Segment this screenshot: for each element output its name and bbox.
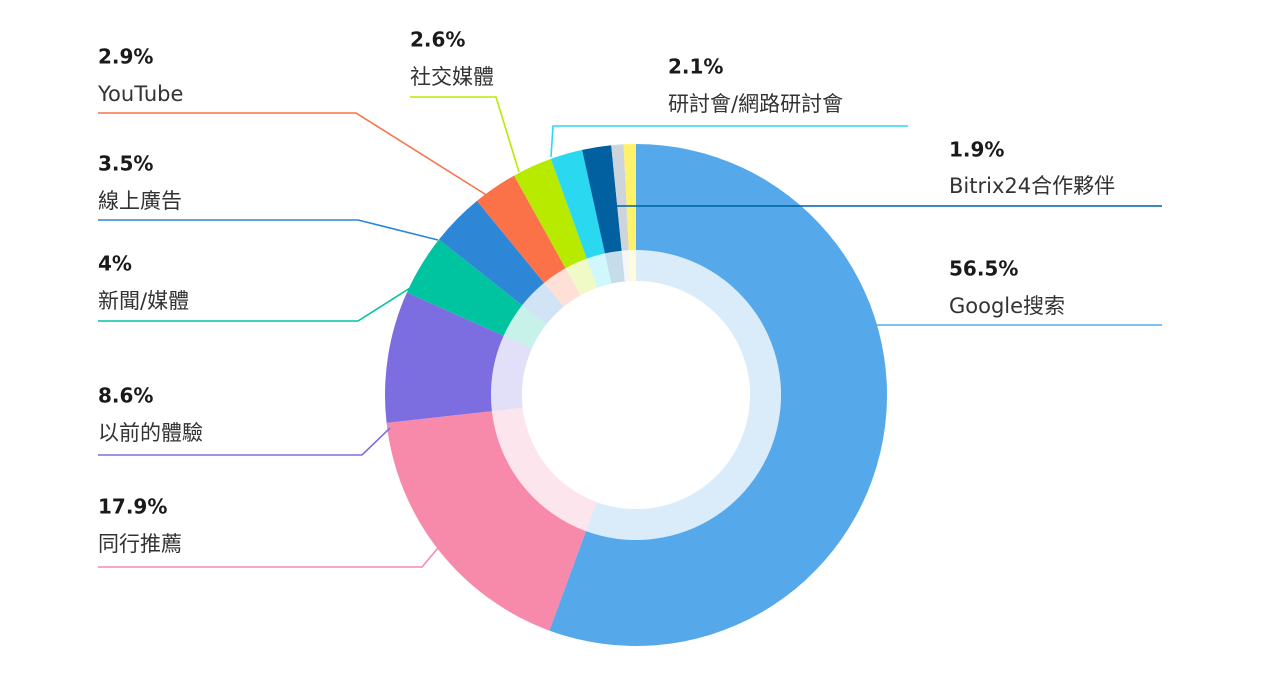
leader-line-slice-3 <box>98 287 411 322</box>
slice-slice-7[interactable] <box>550 149 605 259</box>
category-label-slice-1: 同行推薦 <box>98 532 182 556</box>
category-label-slice-6: 社交媒體 <box>410 65 494 89</box>
donut-hole <box>522 281 750 509</box>
slices-group <box>385 144 887 646</box>
slice-bitrix24[interactable] <box>582 145 622 254</box>
inner-ring-slice-6 <box>565 258 598 296</box>
slice-youtube[interactable] <box>476 175 566 283</box>
value-label-slice-2: 8.6% <box>98 384 153 408</box>
leader-line-slice-4 <box>98 219 439 241</box>
inner-ring-slice-10 <box>628 250 636 282</box>
inner-ring-slice-4 <box>522 282 564 325</box>
slice-slice-10[interactable] <box>623 144 636 251</box>
slice-slice-9[interactable] <box>611 144 629 251</box>
category-label-youtube: YouTube <box>97 82 183 106</box>
category-label-google: Google搜索 <box>949 294 1065 318</box>
value-label-slice-4: 3.5% <box>98 152 153 176</box>
category-label-slice-7: 研討會/網路研討會 <box>668 92 843 116</box>
value-label-slice-1: 17.9% <box>98 495 167 519</box>
callouts-group: 56.5% Google搜索 17.9% 同行推薦 8.6% 以前的體驗 4% 新聞/媒體 3.… <box>97 28 1162 568</box>
leader-line-slice-2 <box>98 427 391 456</box>
value-label-youtube: 2.9% <box>98 45 153 69</box>
slice-google[interactable] <box>549 144 887 646</box>
leader-line-slice-6 <box>410 96 520 173</box>
value-label-slice-6: 2.6% <box>410 28 465 52</box>
inner-ring-bitrix24 <box>604 250 625 284</box>
inner-ring-google <box>585 250 782 540</box>
slice-slice-1[interactable] <box>386 411 586 631</box>
leader-line-slice-7 <box>550 125 908 158</box>
value-label-slice-7: 2.1% <box>668 55 723 79</box>
value-label-bitrix24: 1.9% <box>949 138 1004 162</box>
inner-ring-slice-3 <box>503 305 547 349</box>
category-label-slice-2: 以前的體驗 <box>98 421 203 445</box>
inner-ring-youtube <box>544 268 581 307</box>
value-label-slice-3: 4% <box>98 252 132 276</box>
category-label-bitrix24: Bitrix24合作夥伴 <box>949 174 1115 198</box>
inner-ring-slice-9 <box>621 250 631 282</box>
inner-ring-group <box>490 250 782 540</box>
category-label-slice-4: 線上廣告 <box>98 189 182 213</box>
category-label-slice-3: 新聞/媒體 <box>98 289 189 313</box>
slice-slice-3[interactable] <box>406 239 523 336</box>
leader-line-slice-1 <box>98 547 439 568</box>
inner-ring-slice-7 <box>586 253 612 288</box>
inner-ring-slice-1 <box>491 407 597 532</box>
leader-line-youtube <box>98 112 489 197</box>
slice-slice-6[interactable] <box>514 158 587 269</box>
value-label-google: 56.5% <box>949 257 1018 281</box>
inner-ring-slice-2 <box>490 335 532 412</box>
slice-slice-2[interactable] <box>385 292 504 423</box>
slice-slice-4[interactable] <box>438 200 545 306</box>
